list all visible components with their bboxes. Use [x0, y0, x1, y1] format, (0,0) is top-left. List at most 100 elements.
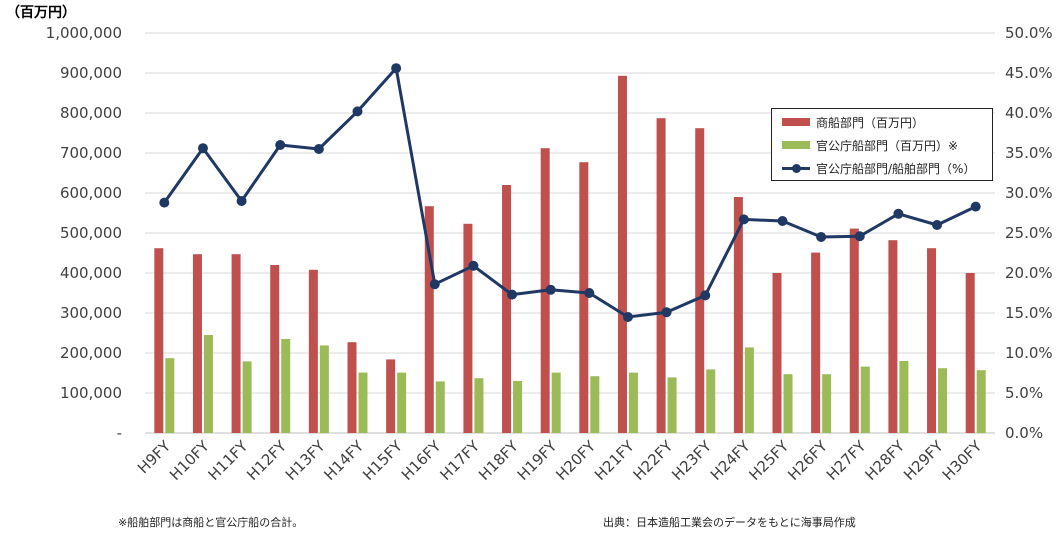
y-left-tick-label: 200,000 [60, 344, 122, 362]
bar-merchant [424, 206, 434, 433]
ratio-point [507, 289, 518, 300]
source-note: 出典：日本造船工業会のデータをもとに海事局作成 [603, 516, 856, 529]
x-tick-label: H11FY [205, 437, 252, 484]
legend-swatch-government [782, 141, 810, 149]
y-left-tick-label: 800,000 [60, 104, 122, 122]
ratio-point [313, 144, 324, 154]
bar-government [397, 372, 407, 433]
bar-merchant [347, 342, 357, 433]
y-left-tick-label: 600,000 [60, 184, 122, 202]
bar-government [165, 358, 175, 433]
bar-merchant [965, 273, 975, 433]
x-tick-label: H17FY [436, 437, 483, 484]
bars [154, 75, 986, 434]
y-right-tick-label: 40.0% [1005, 104, 1053, 122]
ratio-point [738, 214, 749, 225]
y-right-tick-label: 30.0% [1005, 184, 1053, 202]
ratio-point [893, 208, 904, 219]
y-left-tick-label: 400,000 [60, 264, 122, 282]
x-tick-label: H27FY [823, 437, 870, 484]
y-left-tick-label: - [117, 424, 122, 442]
bar-merchant [811, 252, 821, 433]
y-right-tick-label: 50.0% [1005, 24, 1053, 42]
x-tick-label: H24FY [707, 437, 754, 484]
ratio-point [700, 290, 711, 301]
x-tick-label: H26FY [784, 437, 831, 484]
bar-merchant [308, 269, 318, 433]
ratio-point [777, 216, 788, 226]
x-tick-label: H21FY [591, 437, 638, 484]
x-tick-label: H16FY [398, 437, 445, 484]
bar-government [667, 377, 677, 433]
bar-government [706, 369, 716, 433]
legend-item-merchant: 商船部門（百万円） [782, 112, 924, 132]
y-right-tick-label: 45.0% [1005, 64, 1053, 82]
bar-merchant [617, 75, 627, 434]
ratio-point [391, 63, 402, 74]
ratio-point [468, 260, 479, 271]
y-axis-left: - 100,000 200,000 300,000 400,000 500,000 600,… [46, 24, 122, 442]
legend-swatch-merchant [782, 118, 810, 126]
ratio-point [932, 220, 943, 230]
x-tick-label: H13FY [282, 437, 329, 484]
bar-merchant [849, 228, 859, 433]
bar-merchant [231, 254, 241, 433]
bar-merchant [502, 185, 512, 433]
bar-government [319, 345, 329, 433]
bar-government [590, 376, 600, 433]
ratio-point [545, 284, 556, 295]
bar-government [435, 381, 445, 433]
y-right-tick-label: 35.0% [1005, 144, 1053, 162]
bar-merchant [154, 248, 164, 433]
legend-item-ratio: 官公庁船部門/船舶部門（%） [782, 158, 975, 178]
y-left-tick-label: 300,000 [60, 304, 122, 322]
bar-government [203, 335, 213, 433]
y-right-tick-label: 25.0% [1005, 224, 1053, 242]
x-tick-label: H10FY [166, 437, 213, 484]
x-tick-label: H28FY [861, 437, 908, 484]
x-tick-label: H20FY [552, 437, 599, 484]
ratio-point [970, 201, 981, 212]
ratio-point [236, 196, 247, 206]
bar-merchant [733, 197, 743, 433]
bar-merchant [270, 265, 280, 433]
ratio-line [159, 63, 981, 322]
y-left-tick-label: 700,000 [60, 144, 122, 162]
x-tick-label: H18FY [475, 437, 522, 484]
ratio-point [197, 143, 208, 154]
legend: 商船部門（百万円） 官公庁船部門（百万円）※ 官公庁船部門/船舶部門（%） [771, 108, 993, 181]
ratio-line-path [163, 66, 977, 319]
bar-merchant [192, 254, 202, 433]
y-right-tick-label: 20.0% [1005, 264, 1053, 282]
bar-government [281, 339, 291, 433]
footnote: ※船舶部門は商船と官公庁船の合計。 [118, 516, 304, 529]
bar-government [899, 361, 909, 433]
x-tick-label: H25FY [746, 437, 793, 484]
legend-label-merchant: 商船部門（百万円） [816, 115, 925, 130]
y-axis-right: 0.0% 5.0% 10.0% 15.0% 20.0% 25.0% 30.0% 35.0% 40… [1005, 24, 1053, 442]
y-left-tick-label: 1,000,000 [46, 24, 122, 42]
y-right-tick-label: 10.0% [1005, 344, 1053, 362]
x-axis: H9FYH10FYH11FYH12FYH13FYH14FYH15FYH16FYH… [134, 437, 986, 484]
bar-government [822, 374, 832, 433]
ratio-point [275, 140, 286, 150]
x-tick-label: H22FY [630, 437, 677, 484]
bar-government [474, 378, 484, 433]
legend-label-ratio: 官公庁船部門/船舶部門（%） [816, 161, 976, 176]
bar-merchant [695, 128, 705, 433]
legend-label-government: 官公庁船部門（百万円）※ [816, 138, 959, 153]
ratio-point [854, 231, 865, 242]
bar-government [242, 361, 252, 433]
y-left-tick-label: 100,000 [60, 384, 122, 402]
bar-merchant [888, 240, 898, 433]
ratio-point [159, 197, 170, 208]
bar-government [860, 366, 870, 433]
bar-merchant [579, 162, 589, 433]
y-unit-label: （百万円） [6, 5, 76, 21]
ratio-point [661, 307, 672, 318]
bar-government [744, 347, 754, 433]
x-tick-label: H19FY [514, 437, 561, 484]
x-tick-label: H29FY [900, 437, 947, 484]
legend-swatch-ratio [782, 163, 810, 174]
